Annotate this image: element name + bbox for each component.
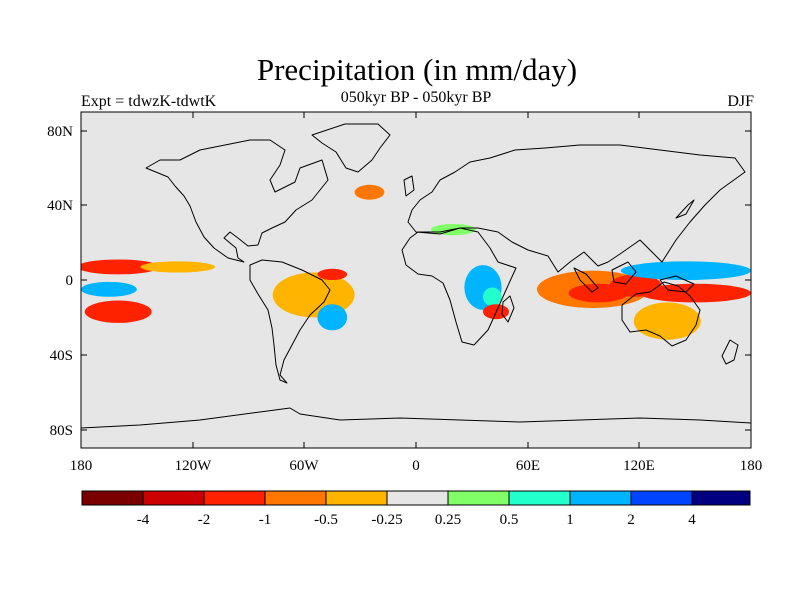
coastlines	[81, 123, 751, 429]
lat-tick-40n: 40N	[47, 198, 751, 214]
colorbar-labels: -4 -2 -1 -0.5 -0.25 0.25 0.5 1 2 4	[137, 512, 697, 528]
map-plot	[80, 111, 752, 449]
colorbar-label: 0.25	[435, 512, 461, 528]
anomaly-patch	[639, 283, 751, 303]
colorbar-label: -4	[137, 512, 150, 528]
anomaly-patch	[81, 281, 137, 297]
lat-label-80n: 80N	[47, 124, 73, 140]
coastline-antarctica	[81, 407, 751, 429]
colorbar-label: -0.5	[314, 512, 338, 528]
anomaly-patch	[633, 302, 701, 340]
coastline-sumatra	[573, 267, 599, 293]
anomaly-patch	[317, 304, 348, 331]
colorbar-box	[264, 490, 327, 506]
lon-tick-120e: 120E	[623, 112, 655, 474]
coastline-australia	[621, 281, 701, 347]
coastline-greenland	[311, 123, 391, 173]
lat-label-80s: 80S	[50, 423, 73, 439]
colorbar-box	[325, 490, 388, 506]
colorbar-boxes	[81, 490, 751, 506]
colorbar-box	[142, 490, 205, 506]
lon-tick-180w: 180	[70, 112, 93, 474]
colorbar-label: 2	[627, 512, 635, 528]
coastline-new-zealand	[721, 339, 739, 365]
coastline-madagascar	[501, 295, 515, 323]
lon-tick-120w: 120W	[175, 112, 213, 474]
latitude-axis: 80N 40N 0 40S 80S	[47, 124, 751, 439]
colorbar: -4 -2 -1 -0.5 -0.25 0.25 0.5 1 2 4	[81, 490, 751, 528]
lon-label-60w: 60W	[289, 458, 319, 474]
lon-label-120e: 120E	[623, 458, 655, 474]
lat-label-40s: 40S	[50, 348, 73, 364]
coastline-north-america	[145, 139, 329, 263]
lon-label-120w: 120W	[175, 458, 213, 474]
colorbar-box	[203, 490, 266, 506]
colorbar-label: 0.5	[500, 512, 519, 528]
anomaly-patch	[620, 261, 751, 280]
experiment-label: Expt = tdwzK-tdwtK	[81, 93, 217, 110]
lon-tick-0: 0	[412, 112, 420, 474]
coastline-japan	[675, 199, 695, 219]
colorbar-box	[81, 490, 144, 506]
colorbar-label: -1	[259, 512, 272, 528]
lon-tick-60e: 60E	[516, 112, 540, 474]
colorbar-box	[569, 490, 632, 506]
colorbar-box	[508, 490, 571, 506]
colorbar-label: -2	[198, 512, 211, 528]
period-label: 050kyr BP - 050kyr BP	[340, 89, 492, 106]
lat-label-40n: 40N	[47, 198, 73, 214]
lon-label-180e: 180	[740, 458, 763, 474]
colorbar-label: -0.25	[371, 512, 402, 528]
lat-tick-80n: 80N	[47, 124, 751, 140]
coastline-uk	[403, 175, 415, 197]
colorbar-box	[691, 490, 751, 506]
lon-tick-60w: 60W	[289, 112, 319, 474]
colorbar-label: 1	[566, 512, 574, 528]
lon-tick-180e: 180	[740, 112, 763, 474]
coastline-borneo	[611, 261, 637, 285]
colorbar-box	[447, 490, 510, 506]
anomaly-patch	[140, 261, 215, 273]
anomaly-patch	[483, 287, 502, 307]
season-label: DJF	[727, 93, 754, 110]
anomaly-patch	[317, 268, 348, 280]
anomaly-patch	[81, 259, 160, 275]
colorbar-box	[386, 490, 449, 506]
anomaly-patch	[84, 300, 152, 323]
lon-label-0: 0	[412, 458, 420, 474]
colorbar-label: 4	[688, 512, 696, 528]
coastline-south-america	[249, 259, 331, 384]
coastline-new-guinea	[659, 275, 695, 293]
longitude-axis: 180 120W 60W 0 60E 120E	[70, 112, 763, 474]
lon-label-180w: 180	[70, 458, 93, 474]
lat-tick-80s: 80S	[50, 423, 751, 439]
lat-tick-40s: 40S	[50, 348, 751, 364]
lat-tick-equator: 0	[66, 273, 751, 289]
anomaly-patch	[354, 184, 385, 200]
lon-label-60e: 60E	[516, 458, 540, 474]
lat-label-equator: 0	[66, 273, 74, 289]
coastline-eurasia	[407, 144, 746, 273]
chart-title: Precipitation (in mm/day)	[256, 52, 578, 87]
colorbar-box	[630, 490, 693, 506]
coastline-africa	[401, 227, 517, 346]
